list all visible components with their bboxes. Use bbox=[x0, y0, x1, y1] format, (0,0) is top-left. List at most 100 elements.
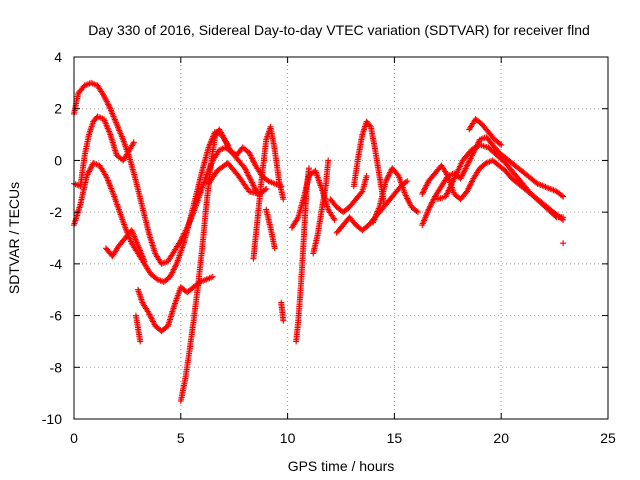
data-point bbox=[331, 216, 338, 223]
data-point bbox=[104, 100, 111, 106]
data-point bbox=[86, 167, 93, 174]
data-point bbox=[241, 165, 248, 172]
data-point bbox=[402, 192, 409, 199]
data-point bbox=[464, 162, 470, 169]
chart-title: Day 330 of 2016, Sidereal Day-to-day VTE… bbox=[88, 22, 590, 38]
data-point bbox=[209, 273, 216, 280]
data-point bbox=[250, 158, 257, 165]
y-tick-label: -10 bbox=[42, 411, 62, 427]
data-track bbox=[370, 165, 421, 226]
y-tick-label: 2 bbox=[54, 101, 62, 117]
data-track bbox=[135, 273, 216, 335]
y-tick-label: -8 bbox=[50, 359, 63, 375]
data-point bbox=[88, 164, 95, 171]
data-point bbox=[421, 186, 428, 193]
data-point bbox=[496, 140, 503, 147]
grid-lines bbox=[74, 57, 608, 419]
x-tick-label: 5 bbox=[177, 430, 185, 446]
x-tick-label: 25 bbox=[600, 430, 616, 446]
data-track bbox=[434, 141, 567, 221]
data-point bbox=[560, 193, 567, 200]
data-track bbox=[278, 299, 287, 324]
data-points bbox=[71, 79, 567, 404]
data-point bbox=[463, 164, 470, 170]
data-point bbox=[469, 178, 475, 185]
data-point bbox=[106, 104, 113, 111]
y-tick-label: -6 bbox=[50, 308, 63, 324]
data-point bbox=[246, 149, 253, 156]
data-point bbox=[249, 181, 256, 187]
data-point bbox=[225, 144, 232, 151]
data-point bbox=[249, 179, 255, 186]
data-point bbox=[419, 191, 426, 197]
data-point bbox=[498, 141, 505, 148]
data-point bbox=[244, 169, 250, 176]
y-tick-label: 0 bbox=[54, 152, 62, 168]
data-point bbox=[137, 338, 144, 345]
data-point bbox=[170, 268, 176, 274]
data-point bbox=[149, 317, 156, 324]
data-point bbox=[223, 139, 230, 146]
data-point bbox=[466, 182, 473, 189]
data-track bbox=[419, 134, 567, 229]
data-track bbox=[71, 113, 137, 190]
data-track bbox=[132, 312, 144, 345]
data-point bbox=[419, 189, 426, 196]
data-point bbox=[552, 213, 559, 220]
data-point bbox=[280, 317, 287, 324]
data-point bbox=[172, 262, 179, 269]
x-axis-label: GPS time / hours bbox=[288, 458, 395, 474]
data-track bbox=[288, 167, 338, 231]
data-point bbox=[461, 166, 468, 173]
x-tick-label: 10 bbox=[280, 430, 296, 446]
data-point bbox=[459, 171, 466, 178]
data-track bbox=[333, 178, 411, 236]
data-track bbox=[466, 116, 505, 148]
data-point bbox=[560, 214, 567, 221]
data-point bbox=[413, 208, 420, 215]
data-point bbox=[306, 165, 312, 172]
data-point bbox=[83, 172, 90, 179]
data-track bbox=[103, 227, 148, 265]
data-point bbox=[404, 178, 411, 185]
data-point bbox=[382, 178, 389, 185]
data-point bbox=[363, 172, 370, 179]
data-point bbox=[404, 195, 411, 202]
data-point bbox=[428, 200, 435, 207]
data-track bbox=[560, 240, 567, 247]
x-tick-label: 15 bbox=[387, 430, 403, 446]
x-tick-labels: 0 5 10 15 20 25 bbox=[70, 430, 616, 446]
data-point bbox=[467, 155, 474, 162]
data-point bbox=[366, 122, 373, 129]
data-point bbox=[406, 199, 413, 206]
data-point bbox=[246, 173, 253, 180]
data-point bbox=[100, 92, 107, 99]
data-point bbox=[222, 138, 229, 145]
data-point bbox=[443, 171, 450, 178]
y-tick-label: -4 bbox=[50, 256, 63, 272]
data-point bbox=[105, 101, 112, 108]
data-point bbox=[424, 181, 431, 187]
data-point bbox=[558, 192, 565, 199]
data-point bbox=[466, 184, 473, 191]
data-point bbox=[358, 189, 365, 196]
data-point bbox=[468, 179, 475, 186]
data-track bbox=[250, 123, 287, 262]
data-point bbox=[147, 314, 154, 321]
data-point bbox=[457, 175, 464, 182]
data-point bbox=[246, 151, 253, 158]
y-tick-label: 4 bbox=[54, 49, 62, 65]
data-point bbox=[422, 185, 428, 192]
y-tick-label: -2 bbox=[50, 204, 63, 220]
data-point bbox=[427, 202, 434, 209]
data-point bbox=[224, 142, 231, 149]
data-point bbox=[220, 134, 227, 141]
data-point bbox=[86, 168, 92, 175]
plot-frame bbox=[73, 56, 609, 420]
data-track bbox=[327, 172, 370, 216]
data-point bbox=[263, 185, 270, 192]
data-point bbox=[426, 205, 433, 212]
data-point bbox=[141, 258, 148, 265]
data-point bbox=[466, 158, 473, 165]
